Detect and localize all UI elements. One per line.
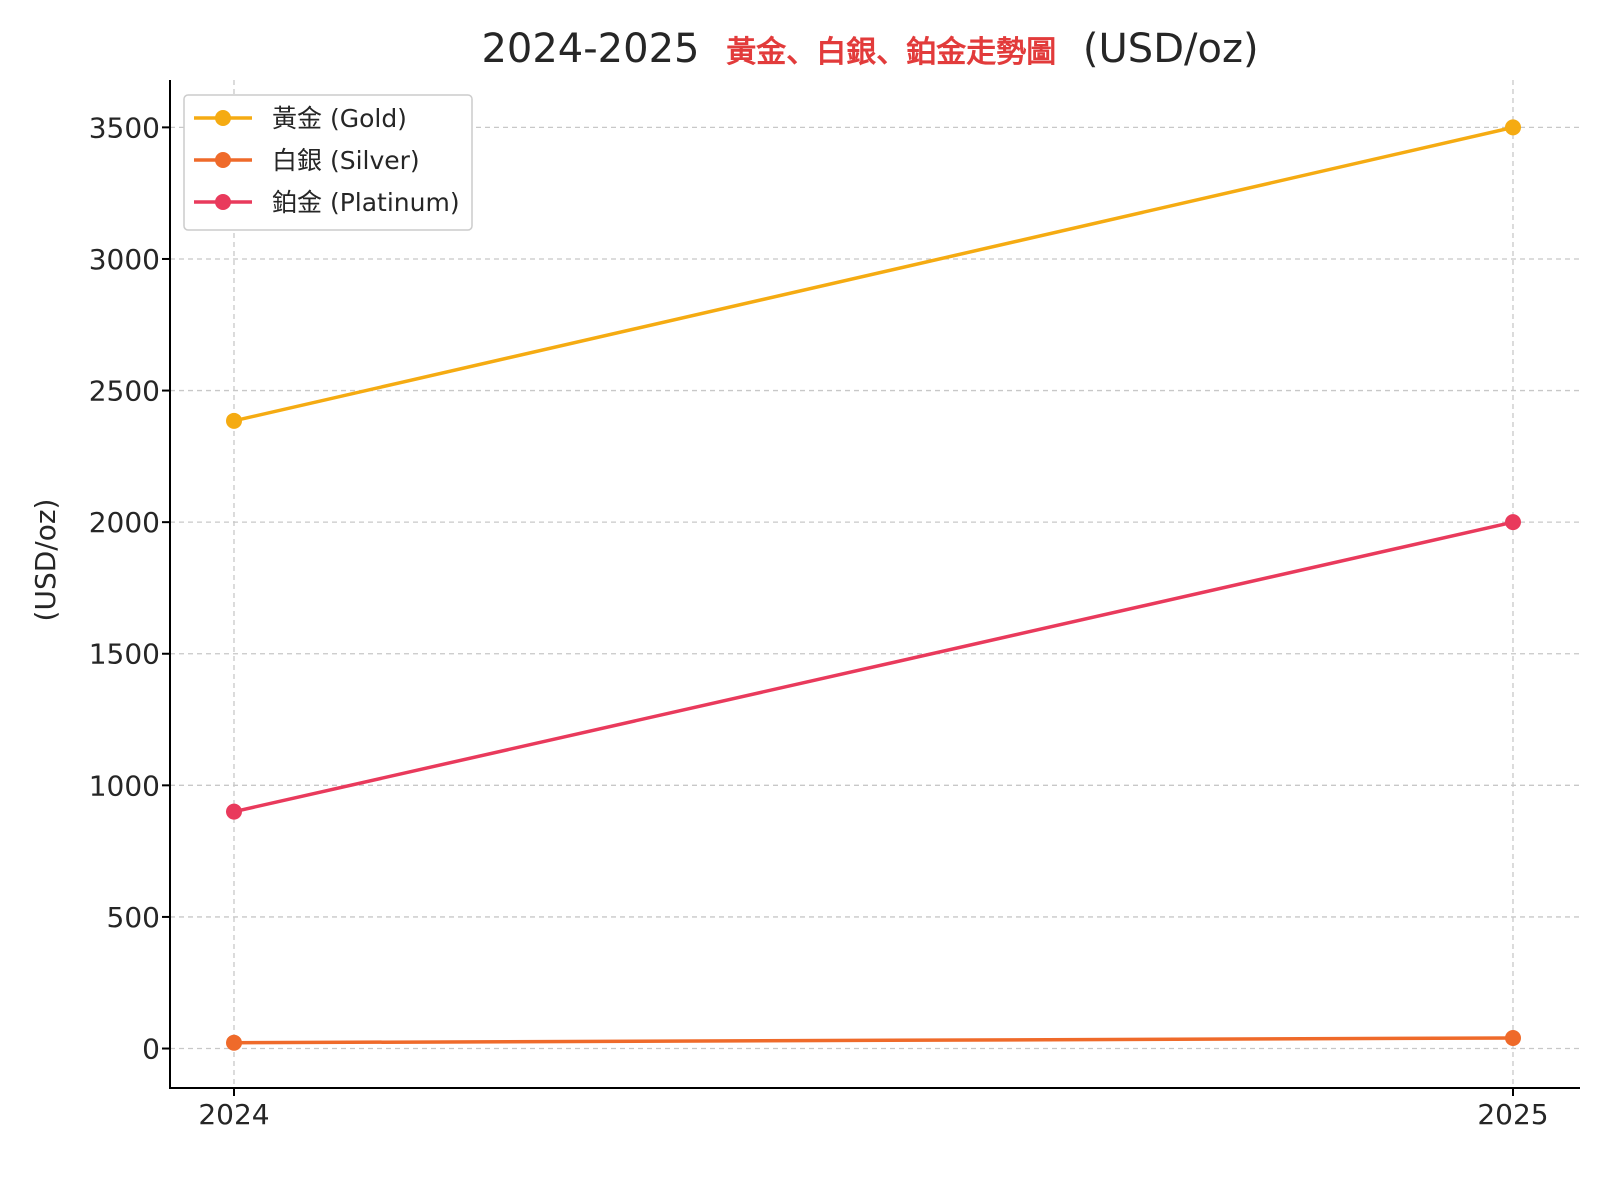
data-point <box>226 803 242 820</box>
legend-swatch-marker <box>215 194 231 210</box>
y-tick-label: 1000 <box>89 769 160 802</box>
chart-title-prefix: 2024-2025 <box>481 26 699 72</box>
data-point <box>1505 1029 1521 1046</box>
x-axis-ticks: 2024 2025 <box>198 1088 1549 1131</box>
grid <box>170 80 1580 1088</box>
y-axis-ticks: 0 500 1000 1500 2000 2500 3000 3500 <box>89 111 170 1066</box>
y-axis-label: (USD/oz) <box>29 499 62 622</box>
series-lines <box>226 119 1521 1051</box>
chart-title-suffix: (USD/oz) <box>1083 26 1259 72</box>
y-tick-label: 2000 <box>89 506 160 539</box>
series-line <box>233 125 1514 423</box>
series-line <box>233 520 1514 814</box>
series-line <box>233 1036 1514 1045</box>
data-point <box>1505 514 1521 531</box>
data-point <box>1505 119 1521 136</box>
y-tick-label: 0 <box>142 1033 160 1066</box>
data-point <box>226 412 242 429</box>
axes <box>169 80 1580 1089</box>
chart-title-middle: 黃金、白銀、鉑金走勢圖 <box>726 35 1056 70</box>
legend-label: 黃金 (Gold) <box>272 104 407 133</box>
legend-swatch-marker <box>215 110 231 126</box>
chart-title: 2024-2025 黃金、白銀、鉑金走勢圖 (USD/oz) <box>481 26 1258 72</box>
y-tick-label: 2500 <box>89 375 160 408</box>
legend-label: 鉑金 (Platinum) <box>272 188 460 217</box>
data-point <box>226 1034 242 1051</box>
y-tick-label: 3500 <box>89 111 160 144</box>
y-tick-label: 500 <box>107 901 160 934</box>
legend-frame <box>183 94 473 231</box>
y-tick-label: 1500 <box>89 638 160 671</box>
y-tick-label: 3000 <box>89 243 160 276</box>
legend-label: 白銀 (Silver) <box>272 146 420 175</box>
x-tick-label: 2025 <box>1477 1098 1548 1131</box>
legend: 黃金 (Gold) 白銀 (Silver) 鉑金 (Platinum) <box>183 94 473 231</box>
legend-swatch-marker <box>215 152 231 168</box>
x-tick-label: 2024 <box>198 1098 269 1131</box>
